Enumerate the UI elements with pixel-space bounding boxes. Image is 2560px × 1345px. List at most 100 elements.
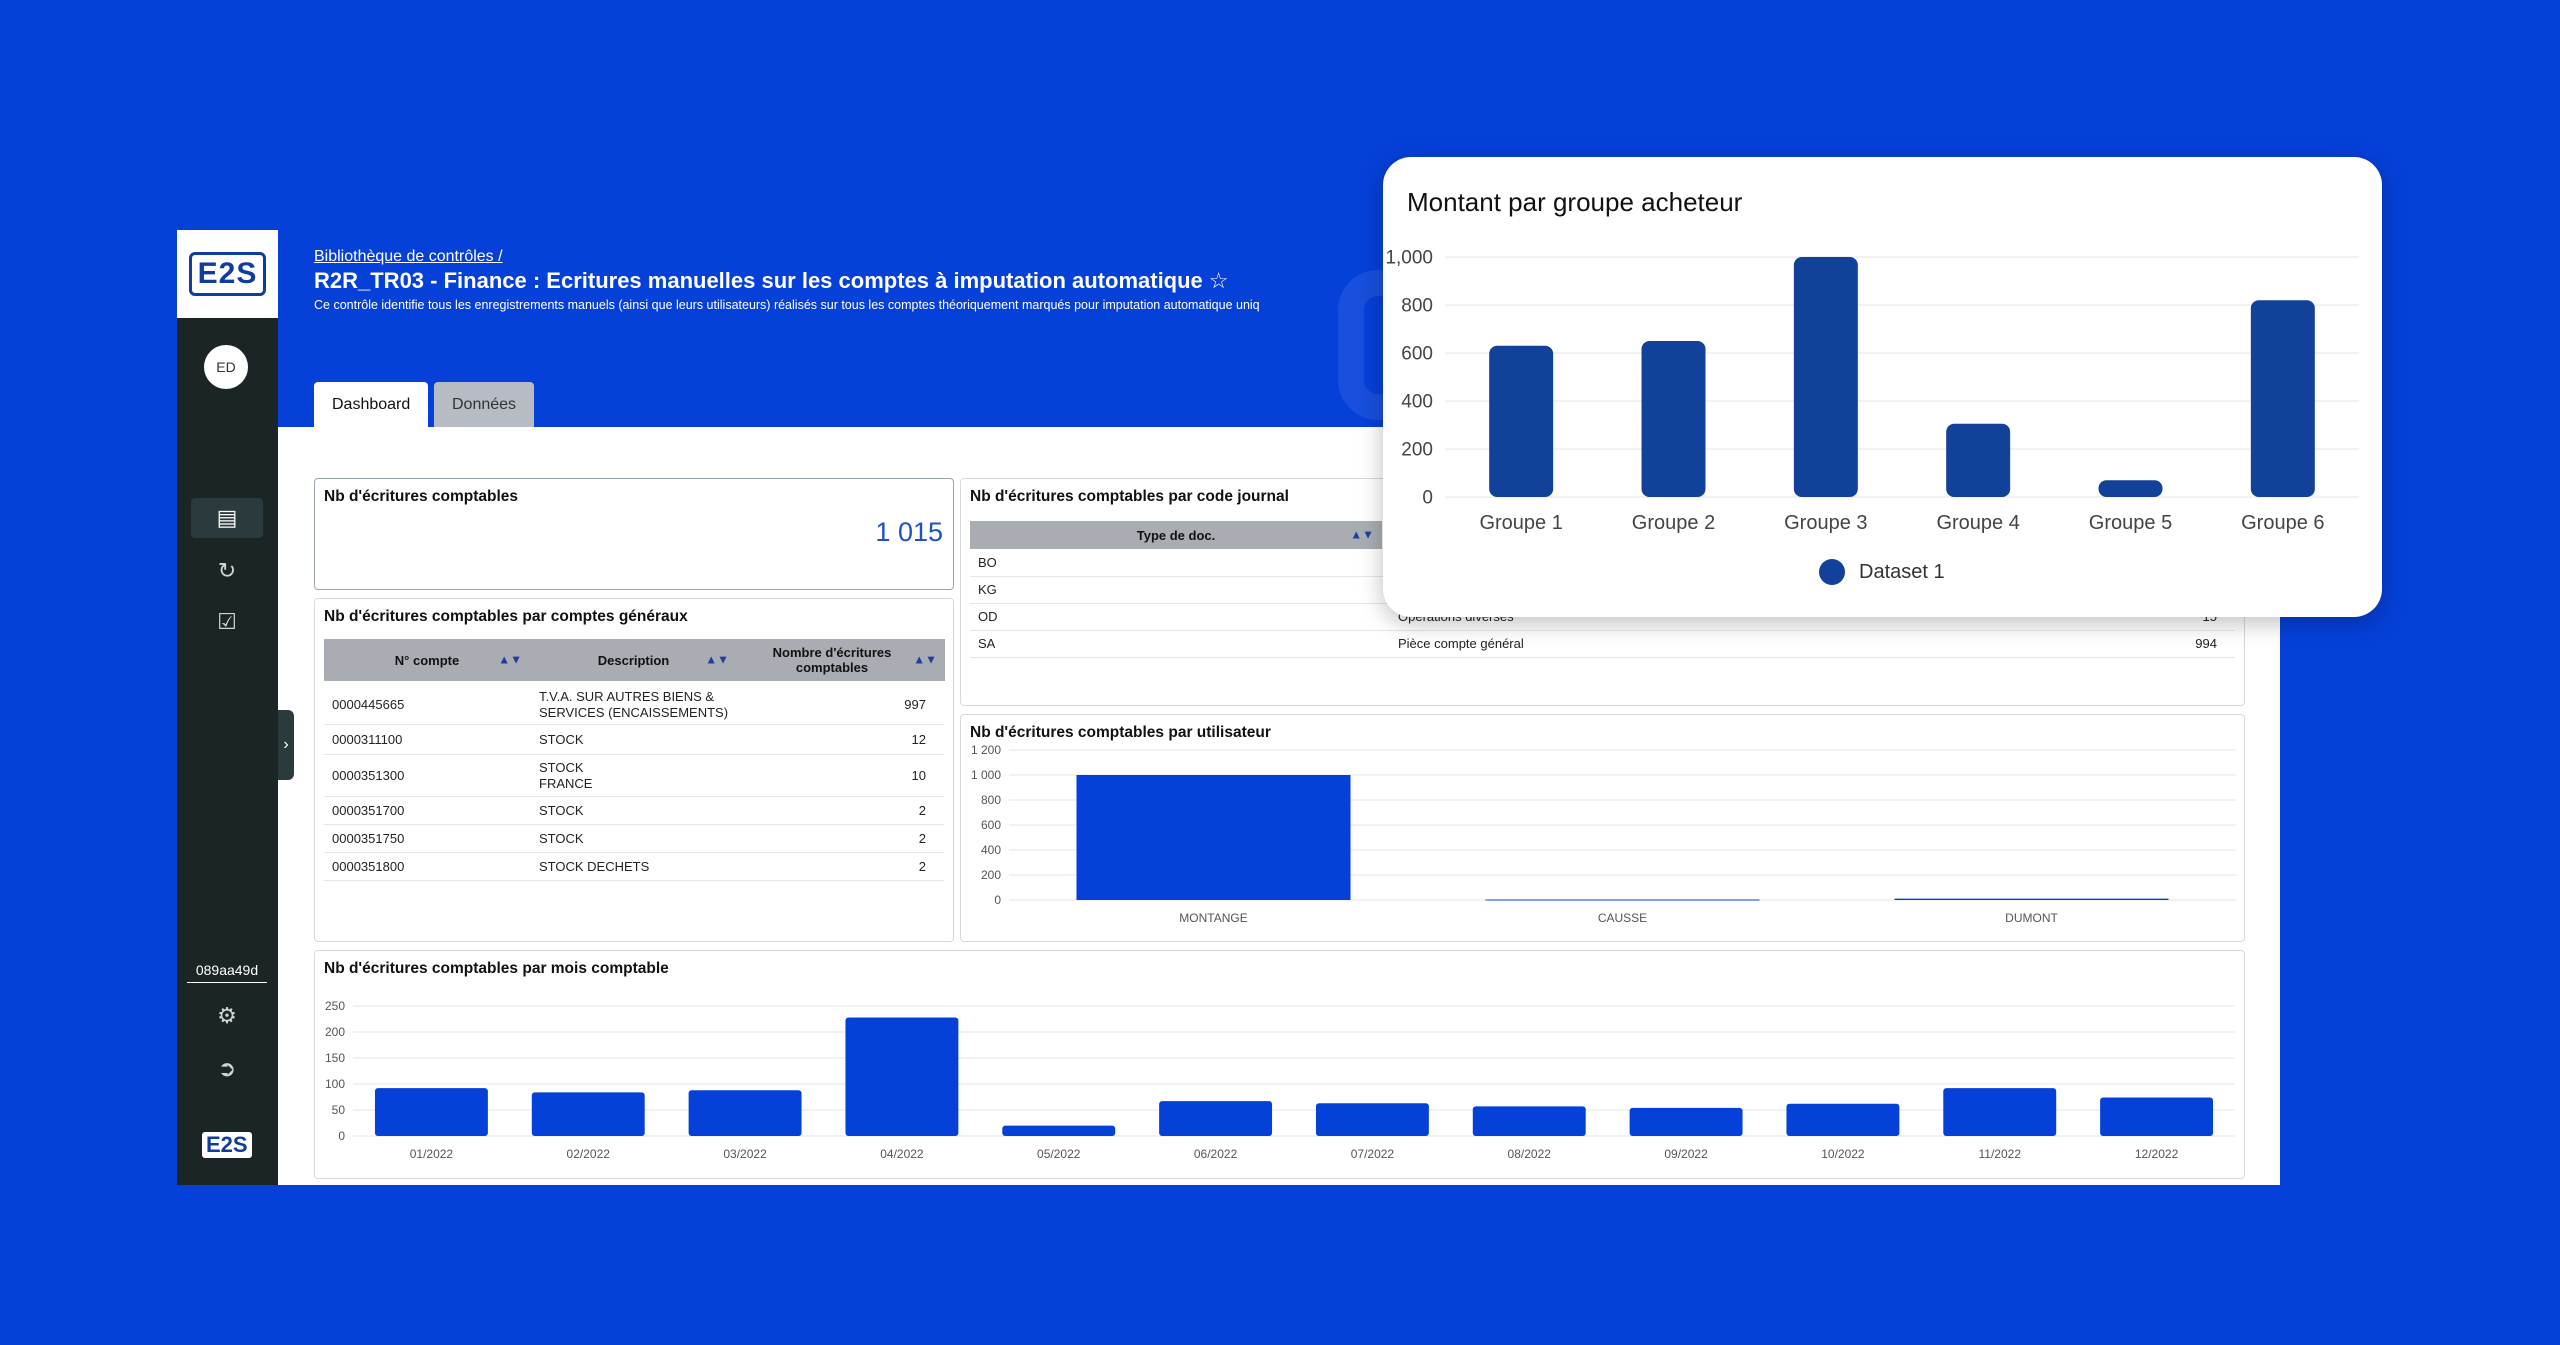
lock-icon[interactable]: ☑ — [217, 609, 237, 634]
column-header-label: Nombre d'écritures comptables — [772, 645, 892, 675]
y-tick-label: 1,000 — [1385, 248, 1433, 269]
sidebar-toggle-chevron-icon[interactable]: › — [278, 710, 294, 780]
entry-count: 994 — [2195, 636, 2217, 651]
bar — [531, 1092, 645, 1136]
account-number: 0000311100 — [332, 731, 403, 747]
column-header-label: Type de doc. — [1136, 527, 1216, 543]
month-bar-chart: 0 50 100 150 200 250 01/2022 02/2022 03/2022 04/2… — [325, 999, 2235, 1161]
y-tick-label: 200 — [325, 1025, 345, 1039]
bar — [1002, 1125, 1116, 1136]
user-bar-chart: 0 200 400 600 800 1 000 1 200 MONTANGE CAUSSE DUM… — [971, 743, 2236, 925]
y-tick-label: 1 200 — [971, 743, 1001, 757]
journal-code: BO — [978, 554, 997, 570]
account-number: 0000351700 — [332, 802, 405, 818]
entry-count: 2 — [918, 802, 926, 818]
x-tick-label: CAUSSE — [1598, 911, 1647, 925]
table-row[interactable]: 0000351300 STOCK FRANCE 10 — [324, 755, 944, 797]
sort-icon[interactable]: ▲▼ — [705, 652, 729, 667]
star-icon[interactable]: ☆ — [1208, 268, 1229, 293]
user-chart-card: Nb d'écritures comptables par utilisateu… — [960, 714, 2245, 942]
bar — [1793, 257, 1858, 497]
account-number: 0000351800 — [332, 858, 405, 874]
tab-donnees[interactable]: Données — [434, 382, 535, 427]
library-icon[interactable]: ▤ — [191, 498, 263, 538]
y-tick-label: 600 — [1401, 344, 1433, 365]
avatar[interactable]: ED — [204, 345, 248, 389]
table-row[interactable]: 0000351750 STOCK 2 — [324, 825, 944, 853]
sort-icon[interactable]: ▲▼ — [498, 652, 522, 667]
y-tick-label: 600 — [981, 818, 1001, 832]
bar — [1472, 1106, 1586, 1136]
bar — [1946, 423, 2011, 497]
bar — [1485, 899, 1760, 901]
bar — [845, 1017, 959, 1136]
description-line: STOCK — [539, 759, 584, 775]
y-tick-label: 200 — [981, 868, 1001, 882]
description-line: SERVICES (ENCAISSEMENTS) — [539, 704, 729, 720]
journal-code: SA — [978, 636, 996, 651]
sort-icon[interactable]: ▲▼ — [913, 652, 937, 667]
y-tick-label: 1 000 — [971, 768, 1001, 782]
column-header-account[interactable]: N° compte ▲▼ — [324, 639, 530, 681]
month-chart-card: Nb d'écritures comptables par mois compt… — [314, 950, 2245, 1179]
x-tick-label: 05/2022 — [1037, 1147, 1081, 1161]
month-chart-title: Nb d'écritures comptables par mois compt… — [324, 960, 669, 977]
bar — [688, 1090, 802, 1136]
y-tick-label: 400 — [1401, 392, 1433, 413]
account-description: STOCK DECHETS — [539, 858, 650, 874]
legend-swatch — [1819, 559, 1845, 585]
logo-bottom: E2S — [202, 1132, 252, 1158]
tab-dashboard[interactable]: Dashboard — [314, 382, 429, 427]
sort-icon[interactable]: ▲▼ — [1350, 527, 1374, 542]
breadcrumb[interactable]: Bibliothèque de contrôles / — [314, 248, 503, 265]
journal-table-title: Nb d'écritures comptables par code journ… — [970, 488, 1289, 505]
bar — [1159, 1101, 1273, 1136]
column-header-label: Description — [597, 652, 670, 668]
account-number: 0000445665 — [332, 696, 405, 712]
x-tick-label: MONTANGE — [1179, 911, 1247, 925]
gear-icon[interactable]: ⚙ — [217, 1003, 237, 1028]
account-number: 0000351300 — [332, 767, 405, 783]
x-tick-label: Groupe 5 — [2089, 512, 2172, 534]
kpi-value: 1 015 — [875, 517, 943, 547]
table-row[interactable]: 0000351700 STOCK 2 — [324, 797, 944, 825]
sidebar: E2S ED ▤ ↻ ☑ 089aa49d ⚙ ➲ E2S — [177, 230, 278, 1185]
journal-code: OD — [978, 609, 998, 624]
accounts-table-title: Nb d'écritures comptables par comptes gé… — [324, 608, 688, 625]
column-header-description[interactable]: Description ▲▼ — [530, 639, 737, 681]
entry-count: 12 — [911, 731, 926, 747]
x-tick-label: 03/2022 — [723, 1147, 767, 1161]
legend-label: Dataset 1 — [1859, 560, 1945, 583]
group-bar-chart: 0 200 400 600 800 1,000 Groupe 1 Groupe 2 Groupe… — [1385, 248, 2359, 534]
journal-label: Pièce compte général — [1398, 636, 1524, 651]
x-tick-label: 08/2022 — [1508, 1147, 1552, 1161]
account-number: 0000351750 — [332, 830, 405, 846]
page-title-text: R2R_TR03 - Finance : Ecritures manuelles… — [314, 268, 1203, 293]
x-tick-label: 02/2022 — [567, 1147, 611, 1161]
y-tick-label: 800 — [1401, 296, 1433, 317]
table-row[interactable]: 0000445665 T.V.A. SUR AUTRES BIENS & SERV… — [324, 685, 944, 725]
user-chart-title: Nb d'écritures comptables par utilisateu… — [970, 724, 1271, 741]
bar — [1943, 1088, 2057, 1136]
bar — [1629, 1107, 1743, 1136]
bar — [2250, 300, 2315, 497]
logout-icon[interactable]: ➲ — [217, 1056, 237, 1081]
table-row[interactable]: SA Pièce compte général 994 — [970, 631, 2235, 658]
accounts-table-card: Nb d'écritures comptables par comptes gé… — [314, 598, 954, 942]
version-hash: 089aa49d — [187, 962, 267, 983]
y-tick-label: 800 — [981, 793, 1001, 807]
refresh-icon[interactable]: ↻ — [217, 558, 237, 583]
page-title: R2R_TR03 - Finance : Ecritures manuelles… — [314, 268, 1229, 294]
table-row[interactable]: 0000351800 STOCK DECHETS 2 — [324, 853, 944, 881]
column-header-count[interactable]: Nombre d'écritures comptables ▲▼ — [737, 639, 945, 681]
logo-top[interactable]: E2S — [177, 230, 278, 318]
x-tick-label: 12/2022 — [2135, 1147, 2179, 1161]
table-row[interactable]: 0000311100 STOCK 12 — [324, 725, 944, 755]
chart-legend[interactable]: Dataset 1 — [1819, 559, 1945, 585]
y-tick-label: 0 — [994, 893, 1001, 907]
y-tick-label: 200 — [1401, 440, 1433, 461]
account-description: T.V.A. SUR AUTRES BIENS & SERVICES (ENCAI… — [539, 689, 728, 721]
column-header-doc-type[interactable]: Type de doc. ▲▼ — [970, 521, 1382, 549]
y-tick-label: 0 — [338, 1129, 345, 1143]
x-tick-label: Groupe 6 — [2241, 512, 2324, 534]
